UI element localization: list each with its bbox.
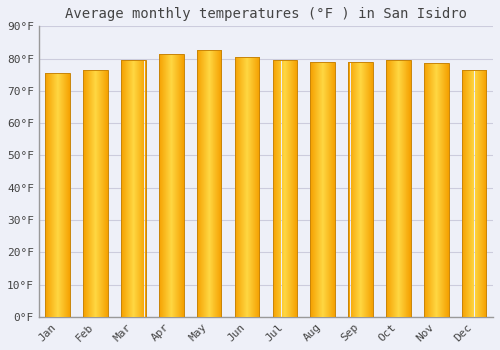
Bar: [46, 73, 70, 317]
Bar: [121, 60, 146, 317]
Bar: [272, 60, 297, 317]
Bar: [386, 60, 410, 317]
Bar: [84, 70, 108, 317]
Bar: [159, 54, 184, 317]
Bar: [197, 50, 222, 317]
Bar: [348, 62, 373, 317]
Bar: [462, 70, 486, 317]
Bar: [234, 57, 260, 317]
Title: Average monthly temperatures (°F ) in San Isidro: Average monthly temperatures (°F ) in Sa…: [65, 7, 467, 21]
Bar: [310, 62, 335, 317]
Bar: [424, 63, 448, 317]
